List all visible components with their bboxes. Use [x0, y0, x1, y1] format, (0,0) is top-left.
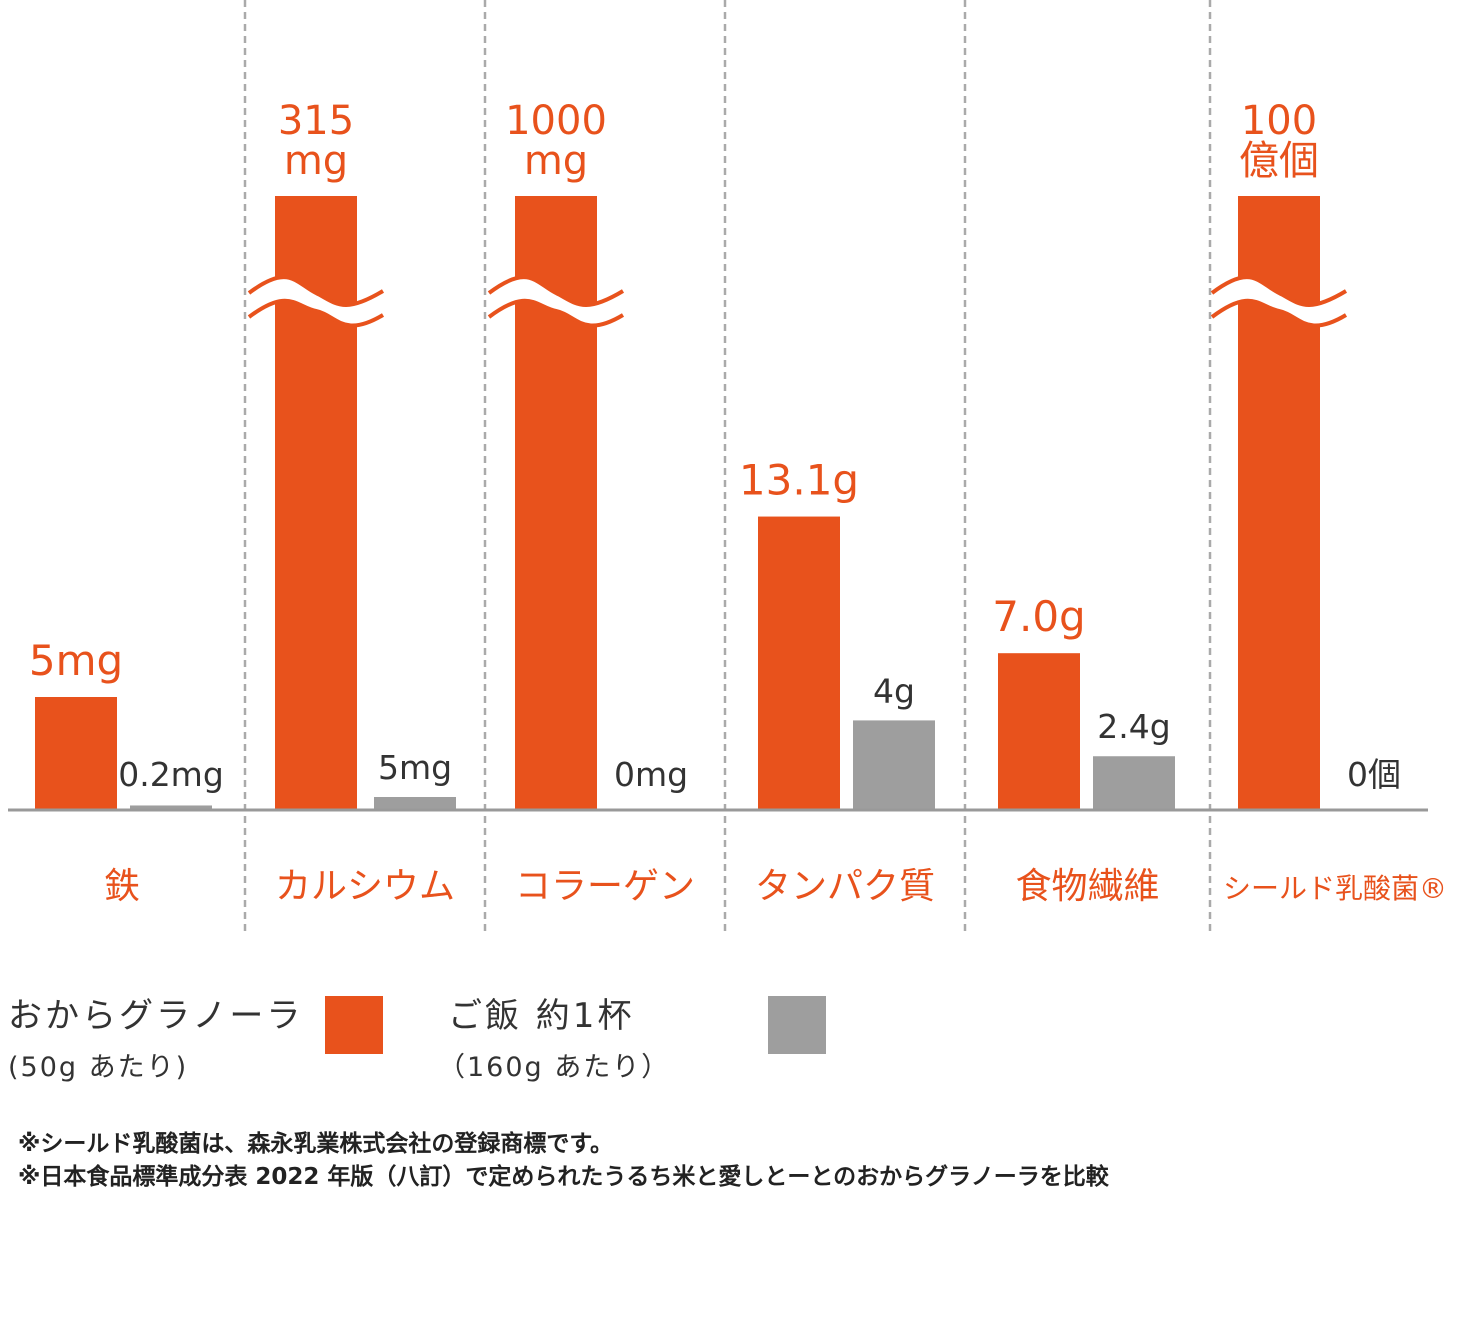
- axis-break-line-upper-2: [247, 275, 385, 307]
- value-label-rice-5: 2.4g: [1097, 707, 1170, 746]
- value-label-rice-3: 0mg: [614, 755, 688, 794]
- legend-rice: ご飯 約1杯 （160g あたり）: [438, 988, 670, 1084]
- bar-rice-2: [374, 797, 456, 810]
- axis-break-line-upper-6: [1210, 275, 1348, 307]
- category-label-1: 鉄: [104, 866, 140, 907]
- category-label-4: タンパク質: [755, 866, 935, 907]
- axis-break-band-6: [1212, 277, 1346, 327]
- value-label-rice-4: 4g: [873, 671, 915, 710]
- bar-okara-5: [998, 653, 1080, 810]
- category-label-3: コラーゲン: [515, 866, 695, 907]
- value-label-okara-4: 13.1g: [739, 456, 859, 505]
- category-label-2: カルシウム: [275, 866, 455, 907]
- bar-rice-5: [1093, 756, 1175, 810]
- axis-break-line-lower-3: [487, 298, 625, 328]
- category-label-5: 食物繊維: [1015, 866, 1159, 907]
- bar-rice-1: [130, 805, 212, 810]
- value-label-rice-6: 0個: [1347, 755, 1401, 794]
- value-label-okara-3: 1000 mg: [505, 98, 607, 184]
- bar-rice-4: [853, 720, 935, 810]
- bar-okara-4: [758, 516, 840, 810]
- legend-rice-label: ご飯 約1杯: [448, 996, 635, 1036]
- nutrition-comparison-chart: 5mg 0.2mg 鉄 315 mg 5mg カルシウム 1000 mg 0mg コラーゲン 13.1…: [8, 0, 1447, 932]
- footnote-source: ※日本食品標準成分表 2022 年版（八訂）で定められたうるち米と愛しとーとのお…: [18, 1164, 1109, 1190]
- value-label-rice-2: 5mg: [378, 748, 452, 787]
- axis-break-band-2: [249, 277, 383, 327]
- value-label-rice-1: 0.2mg: [118, 755, 224, 794]
- axis-break-line-lower-2: [247, 298, 385, 328]
- legend-rice-sub: （160g あたり）: [438, 1052, 671, 1083]
- legend-okara-label: おからグラノーラ: [8, 996, 304, 1036]
- value-label-okara-5: 7.0g: [992, 592, 1085, 641]
- footnotes: ※シールド乳酸菌は、森永乳業株式会社の登録商標です。 ※日本食品標準成分表 20…: [18, 1128, 1109, 1194]
- legend-rice-swatch: [768, 996, 826, 1054]
- bar-okara-1: [35, 697, 117, 810]
- legend-okara-sub: (50g あたり): [8, 1052, 189, 1083]
- category-label-6: シールド乳酸菌®: [1223, 872, 1447, 905]
- value-label-okara-6: 100 億個: [1239, 98, 1319, 184]
- value-label-okara-2: 315 mg: [278, 98, 354, 184]
- footnote-trademark: ※シールド乳酸菌は、森永乳業株式会社の登録商標です。: [18, 1131, 614, 1157]
- axis-break-band-3: [489, 277, 623, 327]
- axis-break-line-lower-6: [1210, 298, 1348, 328]
- value-label-okara-1: 5mg: [29, 636, 123, 685]
- legend-okara-swatch: [325, 996, 383, 1054]
- legend-okara: おからグラノーラ (50g あたり): [8, 988, 303, 1084]
- axis-break-line-upper-3: [487, 275, 625, 307]
